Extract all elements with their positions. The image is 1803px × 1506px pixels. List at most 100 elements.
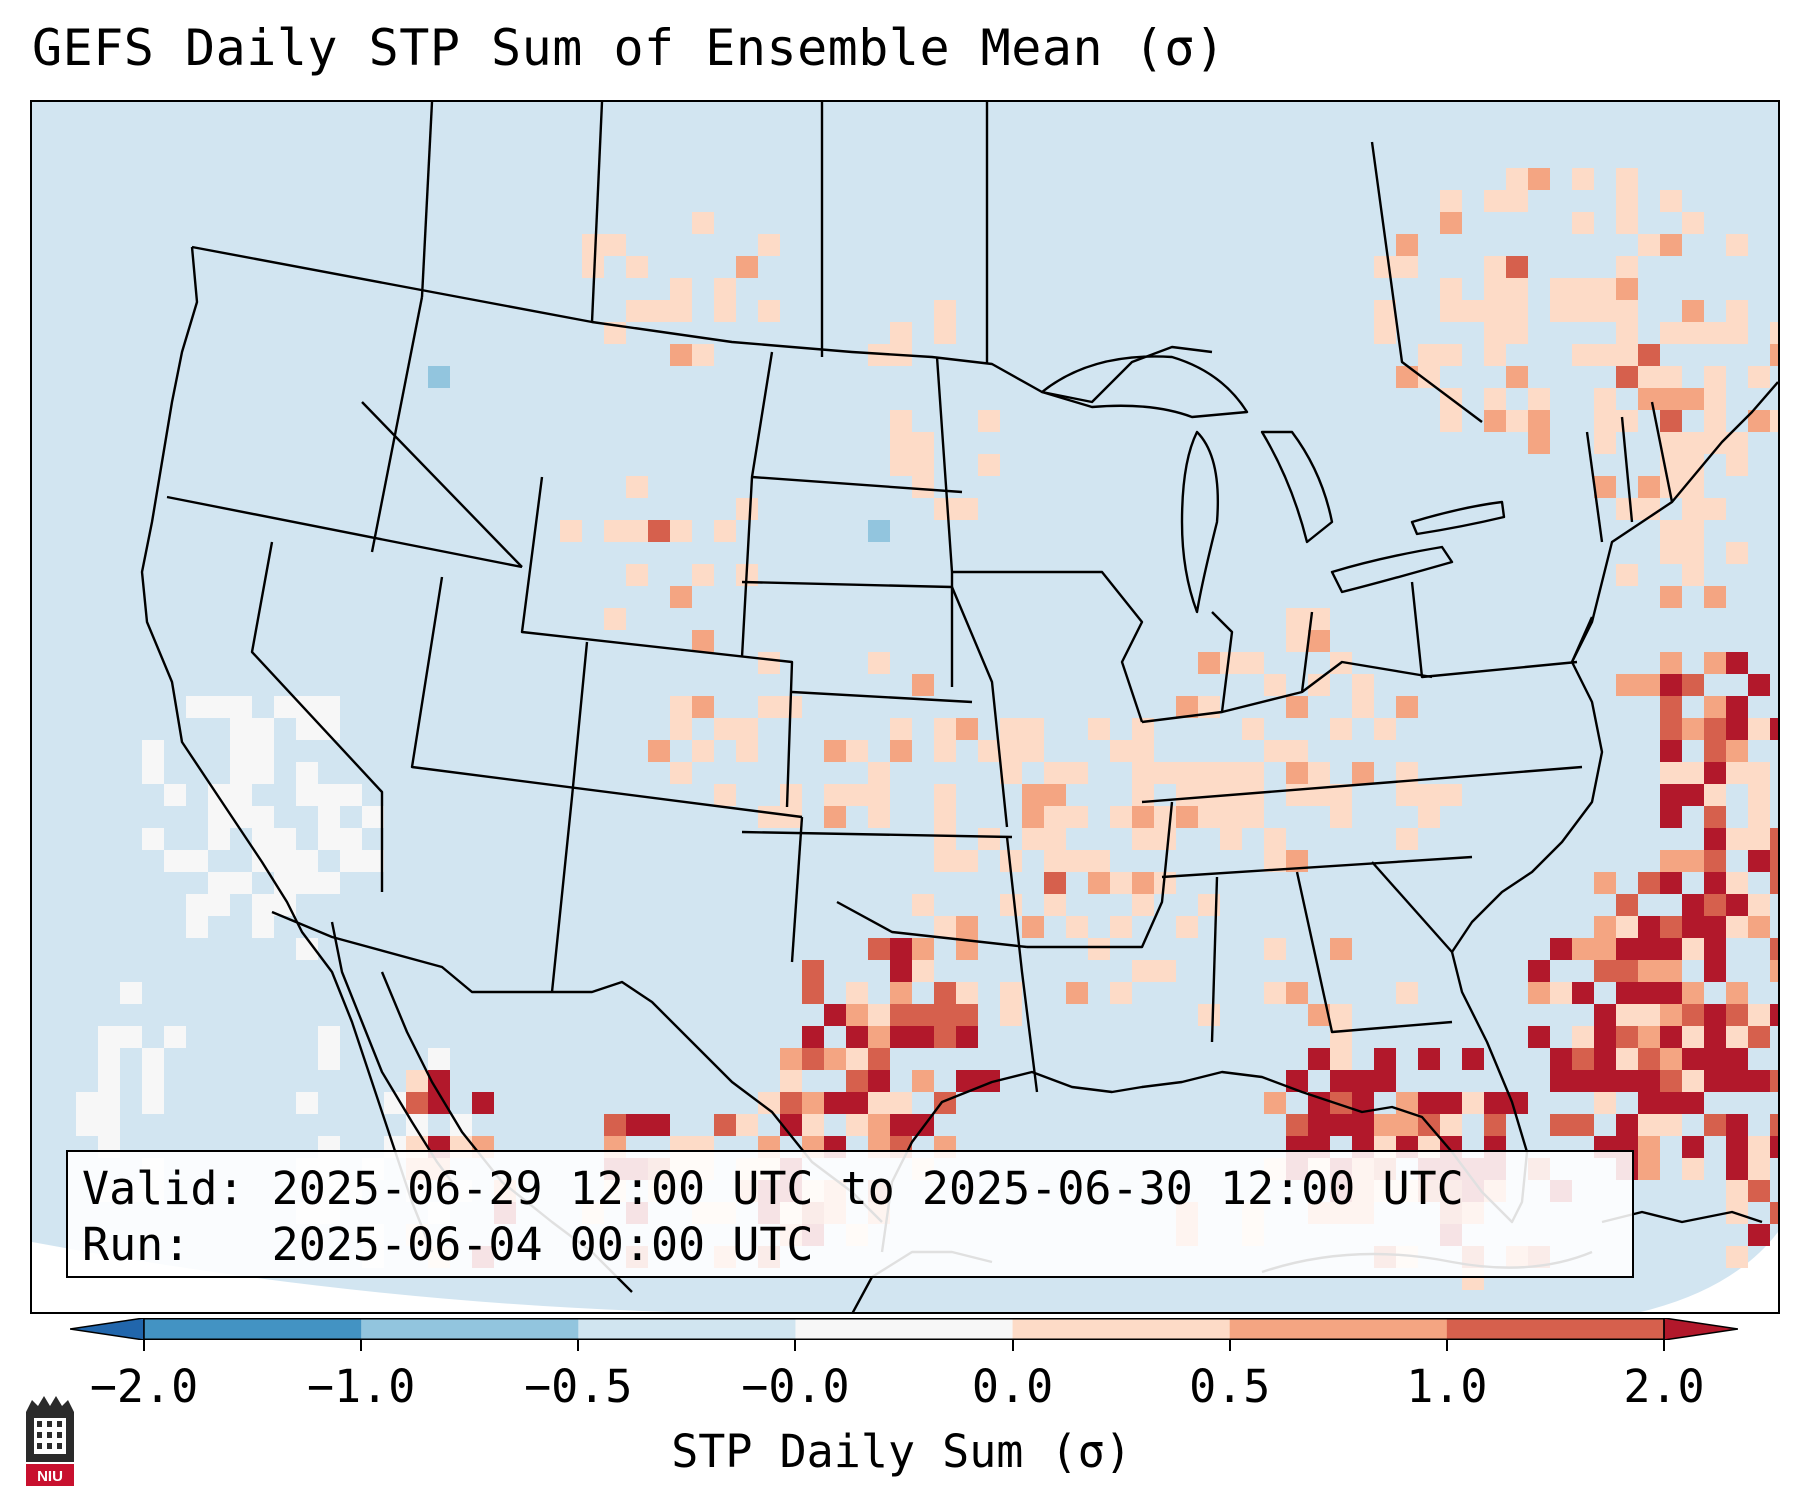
- stp-cell: [1396, 784, 1418, 806]
- stp-cell: [1154, 960, 1176, 982]
- stp-cell: [142, 828, 164, 850]
- stp-cell: [868, 1026, 890, 1048]
- stp-cell: [1748, 850, 1770, 872]
- stp-cell: [428, 1092, 450, 1114]
- stp-cell: [692, 740, 714, 762]
- stp-cell: [890, 1114, 912, 1136]
- colorbar-outline: [143, 1318, 1665, 1340]
- stp-cell: [1330, 1114, 1352, 1136]
- stp-cell: [98, 1026, 120, 1048]
- stp-cell: [1308, 674, 1330, 696]
- stp-cell: [1770, 850, 1778, 872]
- coastline: [140, 246, 434, 1253]
- stp-cell: [1396, 1114, 1418, 1136]
- stp-cell: [736, 1114, 758, 1136]
- state-border: [1650, 401, 1674, 503]
- stp-cell: [1022, 916, 1044, 938]
- stp-cell: [1616, 916, 1638, 938]
- stp-cell: [1110, 916, 1132, 938]
- stp-cell: [1176, 916, 1198, 938]
- domain-edge: [1640, 1232, 1778, 1312]
- stp-cell: [318, 1048, 340, 1070]
- stp-cell: [1638, 1114, 1660, 1136]
- stp-cell: [1330, 1026, 1352, 1048]
- stp-cell: [1638, 872, 1660, 894]
- stp-cell: [1704, 938, 1726, 960]
- stp-cell: [934, 828, 956, 850]
- stp-cell: [1726, 542, 1748, 564]
- stp-cell: [1660, 1114, 1682, 1136]
- stp-cell: [824, 1048, 846, 1070]
- stp-cell: [1132, 806, 1154, 828]
- stp-cell: [1682, 454, 1704, 476]
- state-border: [1410, 581, 1578, 679]
- stp-cell: [1638, 674, 1660, 696]
- stp-cell: [1770, 1070, 1778, 1092]
- colorbar-label: STP Daily Sum (σ): [671, 1425, 1132, 1478]
- stp-cell: [1044, 828, 1066, 850]
- stp-cell: [1726, 828, 1748, 850]
- stp-cell: [1308, 1048, 1330, 1070]
- stp-cell: [252, 718, 274, 740]
- stp-cell: [1198, 894, 1220, 916]
- colorbar-tick: [794, 1340, 797, 1351]
- stp-cell: [846, 1092, 868, 1114]
- stp-cell: [1748, 784, 1770, 806]
- stp-cell: [1638, 982, 1660, 1004]
- stp-cell: [1638, 476, 1660, 498]
- stp-cell: [1044, 784, 1066, 806]
- stp-cell: [208, 696, 230, 718]
- stp-cell: [670, 520, 692, 542]
- stp-cell: [868, 1092, 890, 1114]
- stp-cell: [1704, 872, 1726, 894]
- stp-cell: [912, 674, 934, 696]
- stp-cell: [1506, 322, 1528, 344]
- stp-cell: [1704, 696, 1726, 718]
- stp-cell: [1616, 190, 1638, 212]
- stp-cell: [670, 278, 692, 300]
- stp-cell: [1660, 982, 1682, 1004]
- stp-cell: [318, 806, 340, 828]
- stp-cell: [846, 740, 868, 762]
- stp-cell: [1000, 1004, 1022, 1026]
- stp-cell: [1330, 1070, 1352, 1092]
- stp-cell: [252, 806, 274, 828]
- stp-cell: [934, 982, 956, 1004]
- stp-cell: [1616, 168, 1638, 190]
- colorbar-tick: [1011, 1340, 1014, 1351]
- stp-cell: [1572, 300, 1594, 322]
- stp-cell: [890, 454, 912, 476]
- stp-cell: [670, 586, 692, 608]
- stp-cell: [648, 1114, 670, 1136]
- stp-cell: [1572, 1048, 1594, 1070]
- stp-cell: [1000, 894, 1022, 916]
- stp-cell: [1748, 1180, 1770, 1202]
- stp-cell: [1352, 674, 1374, 696]
- colorbar-tick: [1228, 1340, 1231, 1351]
- stp-cell: [1770, 718, 1778, 740]
- colorbar-bin: [578, 1318, 796, 1340]
- stp-cell: [120, 1026, 142, 1048]
- stp-cell: [1638, 234, 1660, 256]
- stp-cell: [1550, 278, 1572, 300]
- stp-cell: [1616, 1048, 1638, 1070]
- stp-cell: [934, 322, 956, 344]
- stp-cell: [1022, 828, 1044, 850]
- stp-cell: [1660, 1070, 1682, 1092]
- stp-cell: [1660, 960, 1682, 982]
- stp-cell: [890, 982, 912, 1004]
- stp-cell: [1726, 696, 1748, 718]
- stp-cell: [1000, 762, 1022, 784]
- stp-cell: [1264, 674, 1286, 696]
- stp-cell: [1704, 410, 1726, 432]
- stp-cell: [868, 344, 890, 366]
- stp-cell: [1022, 806, 1044, 828]
- stp-cell: [1132, 960, 1154, 982]
- stp-cell: [1352, 1092, 1374, 1114]
- stp-cell: [1704, 828, 1726, 850]
- province-border: [1370, 141, 1483, 423]
- stp-cell: [714, 520, 736, 542]
- stp-cell: [1088, 938, 1110, 960]
- stp-cell: [978, 828, 1000, 850]
- stp-cell: [1132, 740, 1154, 762]
